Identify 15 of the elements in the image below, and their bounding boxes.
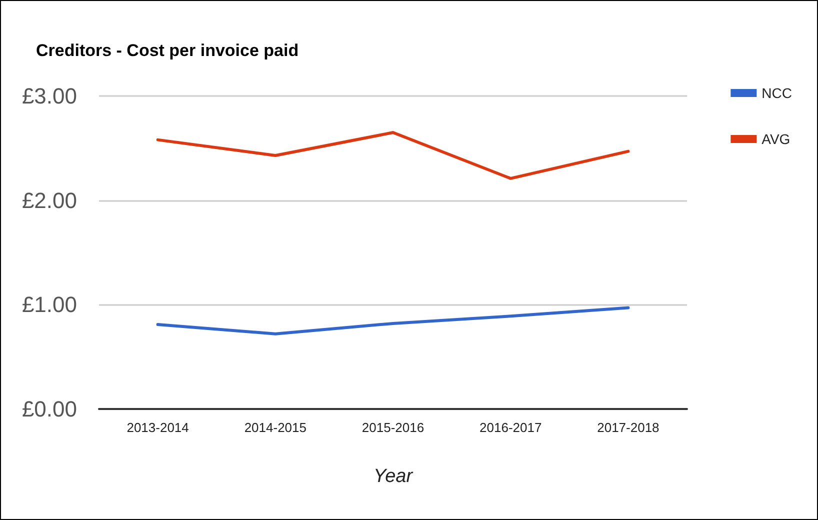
x-tick-label: 2014-2015	[244, 420, 306, 435]
chart-title: Creditors - Cost per invoice paid	[36, 41, 299, 60]
x-tick-label: 2016-2017	[480, 420, 542, 435]
x-tick-label: 2013-2014	[126, 420, 189, 435]
line-series	[156, 306, 630, 336]
legend-label: AVG	[762, 131, 790, 147]
y-tick-label: £3.00	[22, 84, 77, 108]
x-tick-label: 2017-2018	[597, 420, 660, 435]
x-axis-title: Year	[373, 466, 414, 487]
x-tick-label: 2015-2016	[362, 420, 424, 435]
y-tick-label: £0.00	[22, 396, 77, 422]
line-series	[156, 131, 630, 180]
y-tick-label: £2.00	[22, 188, 77, 213]
y-tick-label: £1.00	[22, 292, 77, 318]
legend-label: NCC	[762, 85, 792, 101]
